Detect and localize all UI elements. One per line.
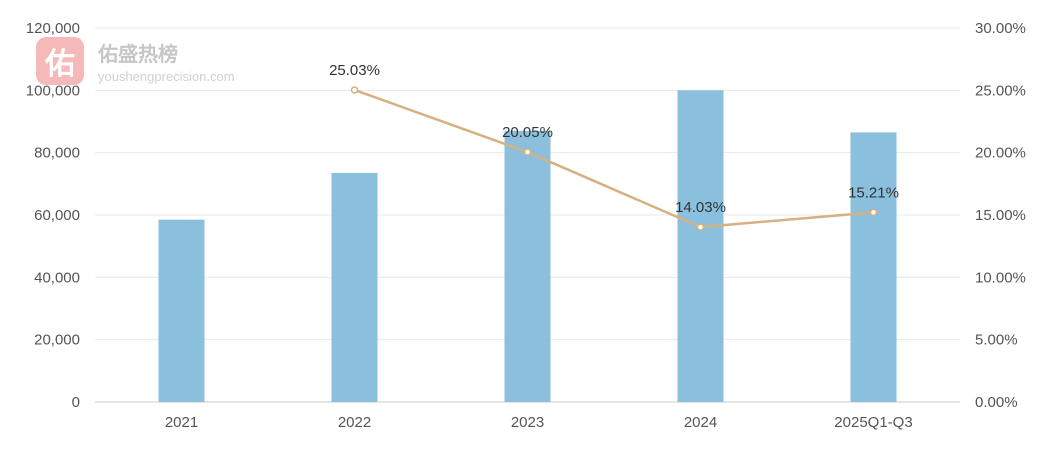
y2-tick-label: 0.00% — [975, 394, 1018, 411]
x-tick-label: 2025Q1-Q3 — [834, 414, 912, 431]
y-tick-label: 80,000 — [34, 145, 80, 162]
line-point — [869, 208, 878, 217]
y2-tick-label: 10.00% — [975, 269, 1026, 286]
data-label: 25.03% — [329, 62, 380, 79]
line-point — [350, 86, 359, 94]
y-tick-label: 100,000 — [26, 82, 80, 99]
x-tick-label: 2022 — [338, 414, 371, 431]
y2-tick-label: 5.00% — [975, 332, 1018, 349]
y2-tick-label: 30.00% — [975, 20, 1026, 37]
y2-tick-label: 20.00% — [975, 145, 1026, 162]
x-tick-label: 2023 — [511, 414, 544, 431]
data-label: 14.03% — [675, 199, 726, 216]
bar — [504, 130, 551, 402]
watermark-url: youshengprecision.com — [98, 69, 235, 84]
data-label: 20.05% — [502, 124, 553, 141]
bar — [850, 132, 897, 403]
y-axis-right-ticks: 0.00% 5.00% 10.00% 15.00% 20.00% 25.00% 30.00% — [975, 20, 1026, 411]
data-labels: 25.03% 20.05% 14.03% 15.21% — [329, 62, 899, 216]
line-point — [696, 223, 705, 231]
line-series — [350, 86, 878, 231]
x-tick-label: 2024 — [684, 414, 717, 431]
y2-tick-label: 25.00% — [975, 82, 1026, 99]
watermark-logo: 佑 — [36, 37, 84, 85]
x-axis-ticks: 2021 2022 2023 2024 2025Q1-Q3 — [165, 414, 913, 431]
line-series-path — [354, 88, 874, 229]
y-tick-label: 20,000 — [34, 332, 80, 349]
watermark: 佑 佑盛热榜 youshengprecision.com — [36, 36, 235, 86]
bar — [158, 219, 205, 402]
watermark-name: 佑盛热榜 — [98, 42, 178, 66]
y2-tick-label: 15.00% — [975, 207, 1026, 224]
bar — [677, 90, 724, 402]
y-tick-label: 60,000 — [34, 207, 80, 224]
y-tick-label: 40,000 — [34, 269, 80, 286]
data-label: 15.21% — [848, 184, 899, 201]
y-tick-label: 120,000 — [26, 20, 80, 37]
line-point — [523, 148, 532, 156]
watermark-text: 佑盛热榜 youshengprecision.com — [98, 38, 235, 84]
y-tick-label: 0 — [72, 394, 80, 411]
x-tick-label: 2021 — [165, 414, 198, 431]
bar — [331, 172, 378, 402]
bar-series — [158, 90, 897, 403]
y-axis-left-ticks: 0 20,000 40,000 60,000 80,000 100,000 120,000 — [26, 20, 80, 411]
